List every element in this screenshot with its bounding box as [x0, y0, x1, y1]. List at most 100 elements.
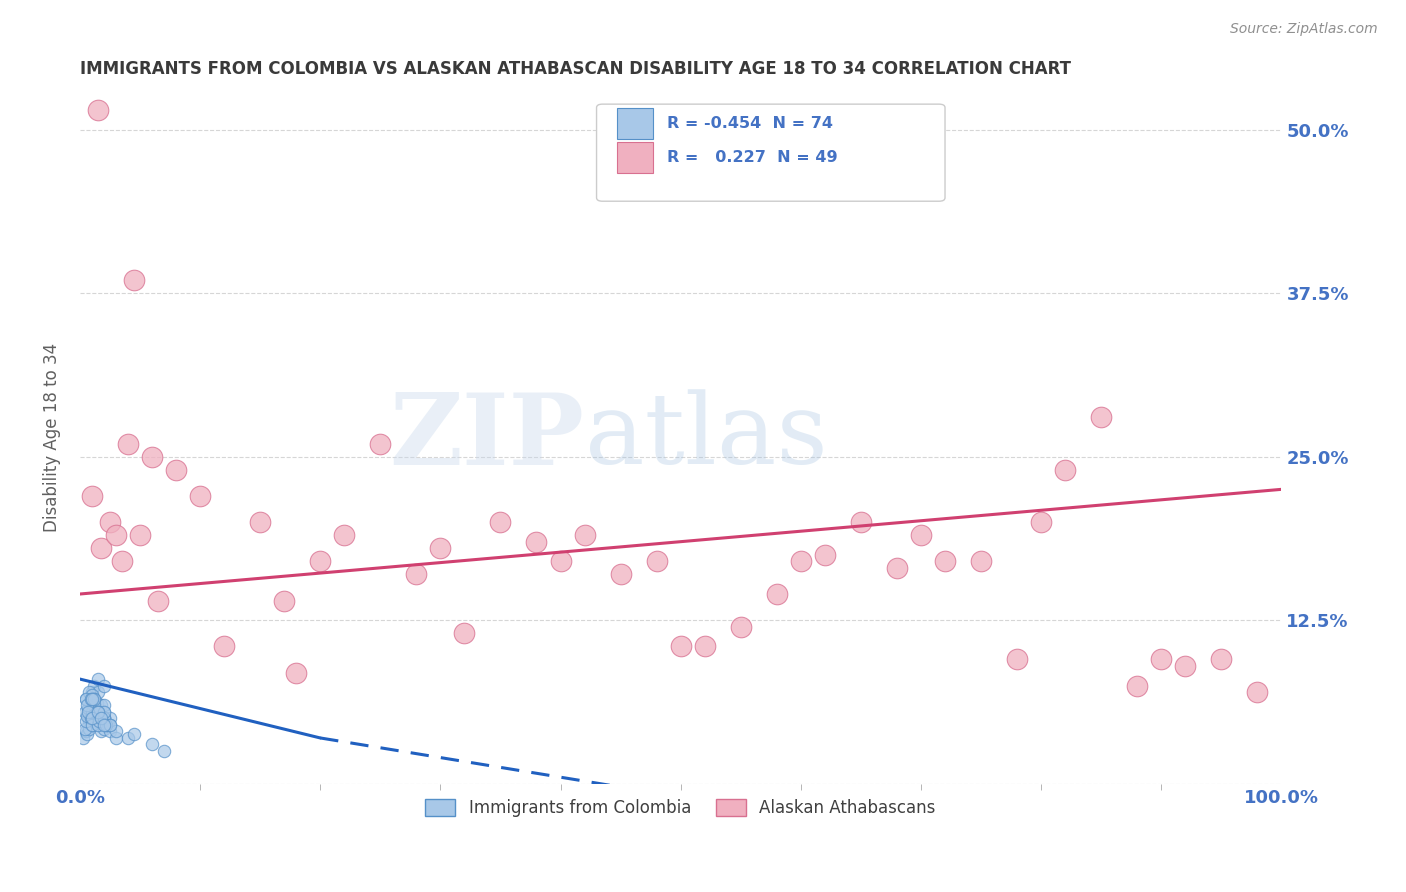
Point: [75, 691, 97, 706]
Point: [405, 567, 427, 582]
Text: IMMIGRANTS FROM COLOMBIA VS ALASKAN ATHABASCAN DISABILITY AGE 18 TO 34 CORRELATI: IMMIGRANTS FROM COLOMBIA VS ALASKAN ATHA…: [80, 60, 1071, 78]
Point: [86, 696, 108, 710]
Point: [1029, 515, 1052, 529]
Point: [87, 685, 110, 699]
Point: [80, 705, 103, 719]
Point: [526, 534, 548, 549]
Point: [273, 593, 295, 607]
Point: [79, 691, 101, 706]
Point: [79, 711, 101, 725]
Point: [93, 718, 115, 732]
Point: [75, 691, 97, 706]
Point: [75, 714, 97, 728]
Point: [93, 705, 115, 719]
Point: [129, 528, 152, 542]
Point: [80, 691, 103, 706]
Point: [141, 450, 163, 464]
Point: [96, 718, 118, 732]
Point: [333, 528, 356, 542]
Point: [76, 698, 98, 713]
Point: [574, 528, 596, 542]
Text: Source: ZipAtlas.com: Source: ZipAtlas.com: [1230, 22, 1378, 37]
Point: [453, 626, 475, 640]
Text: R =   0.227  N = 49: R = 0.227 N = 49: [668, 151, 838, 165]
Point: [90, 724, 112, 739]
Point: [104, 724, 127, 739]
Point: [98, 515, 121, 529]
Point: [104, 528, 127, 542]
Point: [96, 718, 118, 732]
Point: [188, 489, 211, 503]
Point: [93, 711, 115, 725]
Point: [87, 705, 110, 719]
Point: [122, 727, 145, 741]
Point: [80, 708, 103, 723]
Point: [87, 718, 110, 732]
Point: [82, 698, 104, 713]
Point: [73, 705, 96, 719]
Point: [80, 711, 103, 725]
Point: [117, 436, 139, 450]
Point: [98, 711, 121, 725]
Point: [83, 691, 105, 706]
Point: [79, 685, 101, 699]
Point: [93, 679, 115, 693]
Point: [90, 541, 112, 556]
Point: [80, 705, 103, 719]
Legend: Immigrants from Colombia, Alaskan Athabascans: Immigrants from Colombia, Alaskan Athaba…: [419, 792, 942, 824]
Point: [77, 701, 100, 715]
Point: [141, 738, 163, 752]
Point: [73, 722, 96, 736]
Point: [814, 548, 837, 562]
Point: [104, 731, 127, 745]
Point: [79, 722, 101, 736]
Point: [146, 593, 169, 607]
Point: [87, 705, 110, 719]
Point: [76, 727, 98, 741]
Point: [1054, 463, 1077, 477]
Point: [910, 528, 932, 542]
Point: [90, 698, 112, 713]
Point: [86, 705, 108, 719]
Point: [79, 691, 101, 706]
Point: [77, 705, 100, 719]
Point: [249, 515, 271, 529]
Point: [886, 561, 908, 575]
Point: [550, 554, 572, 568]
Point: [1174, 659, 1197, 673]
Point: [98, 718, 121, 732]
Point: [765, 587, 787, 601]
Point: [79, 711, 101, 725]
Text: R = -0.454  N = 74: R = -0.454 N = 74: [668, 116, 834, 131]
Point: [93, 698, 115, 713]
Point: [72, 731, 94, 745]
Point: [1150, 652, 1173, 666]
Point: [849, 515, 872, 529]
Point: [645, 554, 668, 568]
Point: [87, 705, 110, 719]
Point: [93, 711, 115, 725]
Point: [83, 701, 105, 715]
Point: [83, 698, 105, 713]
Point: [80, 718, 103, 732]
Y-axis label: Disability Age 18 to 34: Disability Age 18 to 34: [44, 343, 60, 532]
Point: [80, 489, 103, 503]
Point: [212, 640, 235, 654]
Point: [1211, 652, 1233, 666]
Point: [96, 718, 118, 732]
Point: [98, 724, 121, 739]
Point: [80, 698, 103, 713]
Point: [87, 718, 110, 732]
Point: [93, 711, 115, 725]
Point: [80, 691, 103, 706]
Point: [84, 705, 107, 719]
Point: [87, 103, 110, 117]
Point: [98, 718, 121, 732]
Point: [934, 554, 956, 568]
Point: [285, 665, 308, 680]
Text: atlas: atlas: [585, 389, 827, 485]
Point: [87, 672, 110, 686]
Point: [609, 567, 631, 582]
Point: [87, 711, 110, 725]
Point: [730, 620, 752, 634]
